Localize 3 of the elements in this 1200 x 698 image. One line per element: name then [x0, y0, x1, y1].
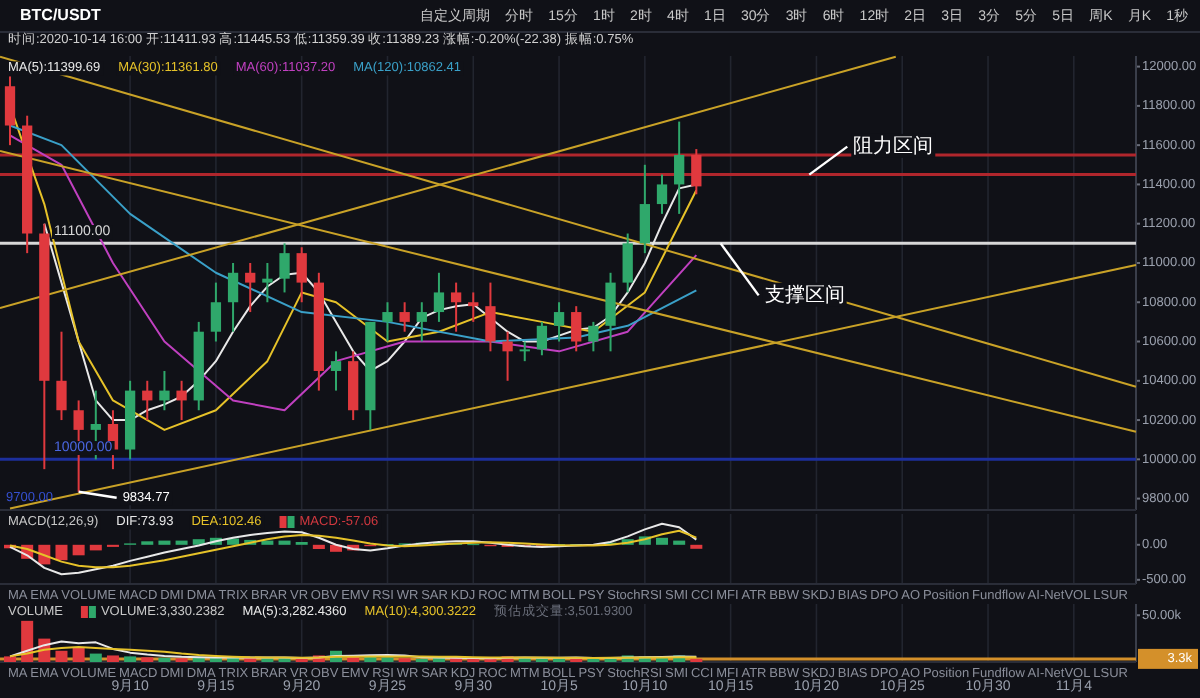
- annotation: 支撑区间: [764, 282, 845, 307]
- text: BTC/USDT: [20, 6, 102, 25]
- annotation: 阻力区间: [853, 133, 934, 158]
